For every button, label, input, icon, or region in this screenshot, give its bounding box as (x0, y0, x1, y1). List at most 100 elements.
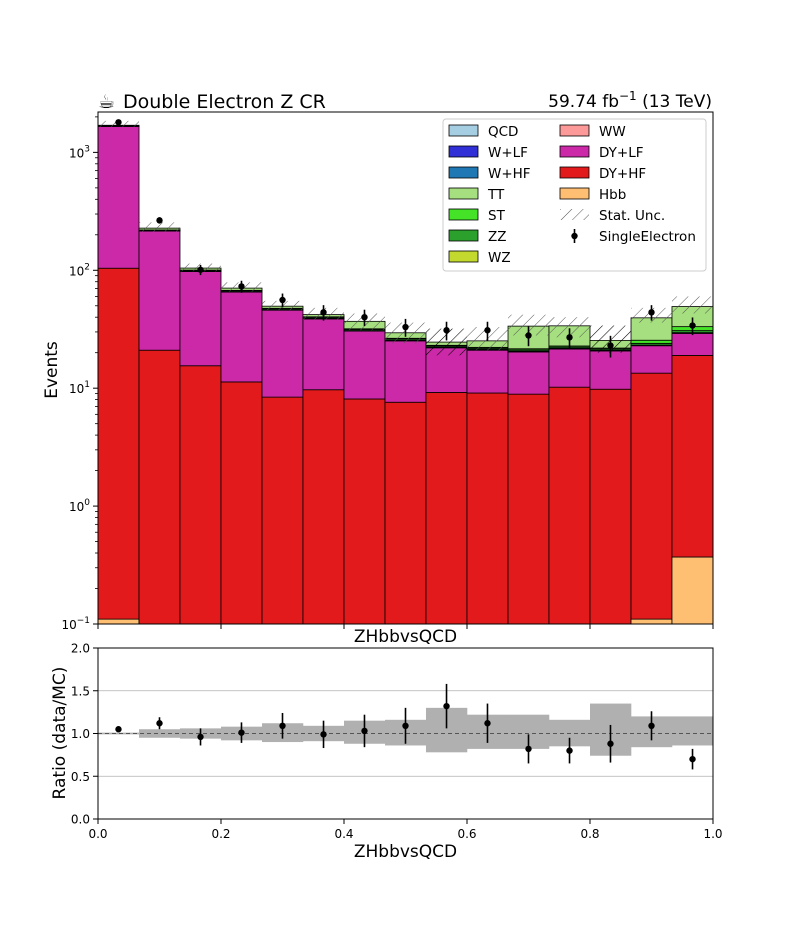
legend-label-zz: ZZ (488, 229, 507, 245)
legend-swatch-w-lf (448, 145, 479, 158)
ratio-point-10 (525, 745, 532, 753)
legend-swatch-ww (559, 124, 590, 137)
bar-dy-lf-bin-5 (302, 318, 345, 391)
ratio-point-14 (689, 755, 696, 763)
bar-dy-lf-bin-1 (138, 230, 181, 351)
legend-label-ww: WW (599, 124, 626, 140)
bar-dy-lf-bin-10 (507, 351, 550, 395)
legend: QCD W+LF W+HF TT ST ZZ WZ WW DY+LF DY+HF Hbb Stat. … (442, 118, 707, 272)
legend-swatch-singleelectron (571, 232, 578, 240)
legend-label-hbb: Hbb (599, 187, 626, 203)
ratio-point-3 (238, 729, 245, 736)
bar-dy-lf-bin-2 (179, 271, 222, 367)
bar-dy-hf-bin-1 (138, 349, 181, 624)
y-tick-label-3: 102 (69, 262, 90, 278)
legend-swatch-stat-unc- (560, 209, 589, 220)
y-tick-exp-4: 3 (84, 144, 90, 154)
bar-dy-lf-bin-11 (548, 348, 591, 388)
legend-label-stat-unc-: Stat. Unc. (599, 208, 665, 224)
data-point-12 (607, 342, 614, 349)
main-plot-frame (97, 111, 714, 625)
legend-label-dy-hf: DY+HF (599, 166, 646, 182)
ratio-point-7 (402, 722, 409, 730)
y-tick-label-2: 101 (69, 380, 90, 396)
bar-dy-hf-bin-12 (589, 388, 632, 624)
lumi-value: 59.74 fb (548, 92, 619, 112)
x-tick-label-2: 0.4 (334, 827, 353, 841)
x-axis-label: ZHbbvsQCD (354, 842, 457, 862)
ratio-axes: 0.0 0.5 1.0 1.5 2.0 0.0 0.2 0.4 0.6 0.8 1.0 (71, 642, 723, 842)
bar-dy-hf-bin-2 (179, 365, 222, 624)
bar-dy-hf-bin-13 (630, 372, 673, 620)
bar-dy-lf-bin-14 (671, 332, 713, 356)
y-tick-label-1: 100 (69, 498, 90, 514)
ratio-points (115, 683, 696, 770)
ratio-y-tick-label-2: 1.0 (71, 727, 90, 741)
y-tick-base-4: 10 (69, 146, 84, 160)
data-point-2 (197, 266, 204, 273)
ratio-point-2 (197, 733, 204, 741)
data-point-1 (156, 217, 163, 224)
legend-swatch-dy-hf (559, 166, 590, 179)
y-tick-exp-1: 0 (84, 498, 90, 508)
bar-dy-hf-bin-3 (220, 381, 263, 624)
legend-label-dy-lf: DY+LF (599, 145, 644, 161)
legend-swatch-hbb (559, 187, 590, 200)
legend-swatch-w-hf (448, 166, 479, 179)
ratio-band-bin-0 (98, 732, 140, 735)
y-tick-base-0: 10 (61, 618, 76, 632)
data-point-11 (566, 334, 573, 341)
ratio-point-5 (320, 731, 327, 738)
bar-dy-hf-bin-8 (425, 392, 468, 624)
x-tick-label-1: 0.2 (211, 827, 230, 841)
x-tick-label-5: 1.0 (703, 827, 722, 841)
bar-dy-lf-bin-3 (220, 291, 263, 383)
x-tick-label-4: 0.8 (580, 827, 599, 841)
bar-dy-hf-bin-9 (466, 392, 509, 624)
data-point-7 (402, 323, 409, 331)
legend-swatch-dy-lf (559, 145, 590, 158)
data-point-5 (320, 309, 327, 316)
legend-swatch-qcd (448, 124, 479, 137)
bar-dy-lf-bin-4 (261, 309, 304, 398)
data-point-8 (443, 327, 450, 334)
data-point-6 (361, 314, 368, 321)
lumi-energy: (13 TeV) (637, 92, 712, 112)
bar-dy-hf-bin-6 (343, 398, 386, 624)
legend-swatch-wz (448, 250, 479, 263)
lumi-label: 59.74 fb−1 (13 TeV) (548, 89, 712, 112)
y-tick-exp-0: −1 (77, 616, 90, 626)
legend-swatch-st (448, 208, 479, 221)
bar-dy-hf-bin-5 (302, 389, 345, 624)
data-point-4 (279, 296, 286, 304)
legend-label-st: ST (488, 208, 506, 224)
lumi-exponent: −1 (619, 89, 637, 103)
legend-label-w-lf: W+LF (488, 145, 528, 161)
legend-swatch-zz (448, 229, 479, 242)
data-point-9 (484, 327, 491, 334)
ratio-title: ZHbbvsQCD (354, 627, 457, 647)
stat-unc-bin-1 (139, 222, 180, 232)
y-tick-base-3: 10 (69, 264, 84, 278)
bar-dy-lf-bin-13 (630, 345, 673, 374)
legend-label-w-hf: W+HF (488, 166, 531, 182)
y-tick-label-0: 10−1 (61, 616, 90, 632)
x-tick-label-0: 0.0 (88, 827, 107, 841)
ratio-y-tick-label-1: 0.5 (71, 770, 90, 784)
ratio-band-bin-1 (139, 729, 181, 738)
legend-label-wz: WZ (488, 250, 511, 266)
legend-label-qcd: QCD (488, 124, 518, 140)
bar-dy-lf-bin-7 (384, 340, 427, 403)
ratio-band-bin-14 (671, 716, 713, 746)
bar-hbb-bin-0 (98, 618, 140, 624)
bar-dy-hf-bin-7 (384, 401, 427, 624)
ratio-point-12 (607, 740, 614, 747)
bar-hbb-bin-13 (630, 618, 673, 624)
bar-dy-lf-bin-0 (98, 126, 140, 269)
ratio-point-9 (484, 720, 491, 727)
legend-swatch-tt (448, 187, 479, 200)
stacked-bars (98, 124, 713, 624)
y-tick-exp-3: 2 (84, 262, 90, 272)
ratio-point-11 (566, 747, 573, 754)
bar-dy-hf-bin-10 (507, 393, 550, 624)
